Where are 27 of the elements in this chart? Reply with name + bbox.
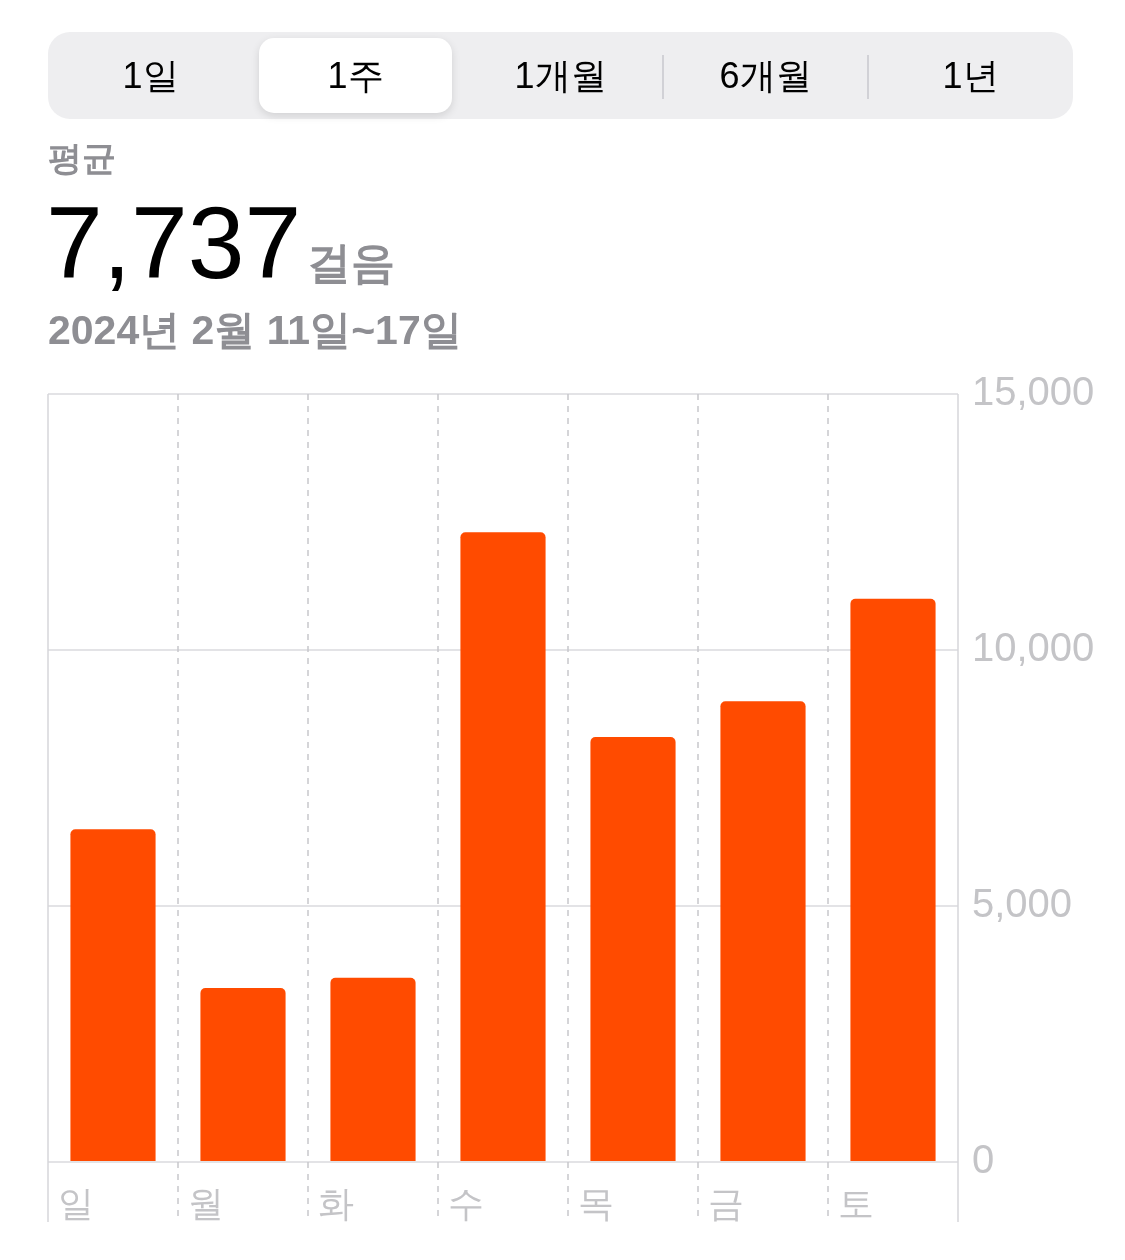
bar xyxy=(590,737,676,1161)
text: 7,737 xyxy=(46,186,302,300)
bar xyxy=(70,829,156,1161)
text: 1년 xyxy=(942,55,999,96)
x-tick-label: 화 xyxy=(318,1182,354,1224)
chart-title: 평균 xyxy=(48,138,116,179)
bar xyxy=(200,987,286,1161)
y-tick-label: 10,000 xyxy=(972,625,1095,670)
bar xyxy=(720,701,806,1161)
bar xyxy=(460,532,546,1161)
text: 1주 xyxy=(327,55,384,96)
y-tick-label: 5,000 xyxy=(972,881,1073,926)
chart-subtitle: 2024년 2월 11일~17일 xyxy=(48,306,462,355)
x-tick-label: 일 xyxy=(58,1182,94,1224)
text: 1일 xyxy=(122,55,179,96)
y-tick-label: 15,000 xyxy=(972,369,1095,414)
x-tick-label: 토 xyxy=(838,1182,874,1224)
bar xyxy=(850,598,936,1161)
x-tick-label: 목 xyxy=(578,1182,614,1224)
text: 6개월 xyxy=(719,55,812,96)
x-tick-label: 월 xyxy=(188,1182,224,1224)
x-tick-label: 금 xyxy=(708,1182,744,1224)
y-tick-label: 0 xyxy=(972,1137,995,1182)
bar xyxy=(330,977,416,1161)
text: 1개월 xyxy=(514,55,607,96)
x-tick-label: 수 xyxy=(448,1182,484,1224)
text: 걸음 xyxy=(307,237,396,289)
